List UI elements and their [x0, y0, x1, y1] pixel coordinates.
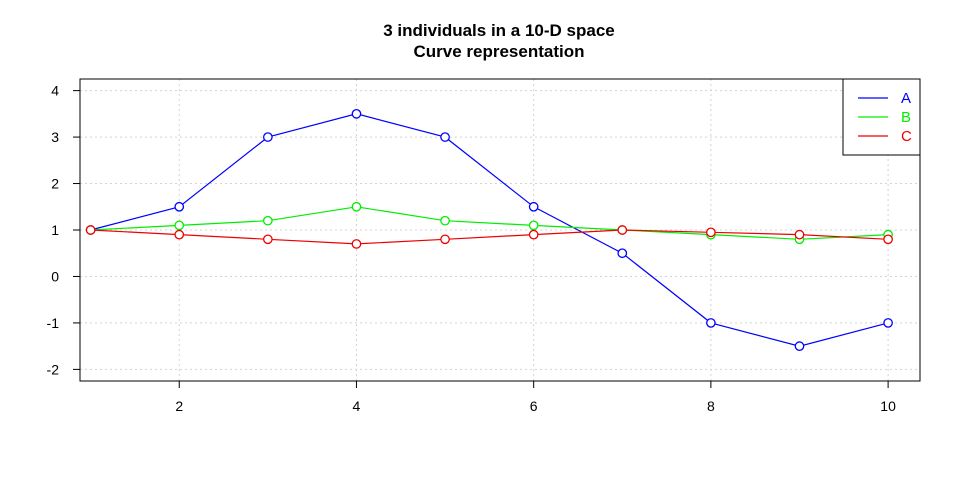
data-point-c: [883, 234, 893, 245]
data-point-a: [883, 318, 893, 328]
data-point-a: [174, 201, 185, 212]
chart-title: 3 individuals in a 10-D space: [383, 21, 614, 40]
chart-subtitle: Curve representation: [414, 42, 585, 61]
x-tick-label: 8: [707, 398, 715, 414]
series-line-c: [90, 229, 889, 245]
data-point-b: [174, 220, 185, 231]
legend-label-b: B: [901, 109, 911, 126]
x-tick-label: 6: [530, 398, 538, 414]
data-point-a: [706, 318, 716, 328]
data-point-b: [440, 215, 450, 226]
data-point-c: [351, 239, 362, 249]
data-point-c: [528, 229, 539, 240]
legend: ABC: [842, 78, 921, 156]
y-tick-label: 4: [51, 83, 59, 99]
legend-label-a: A: [901, 90, 911, 107]
data-point-a: [617, 248, 628, 259]
series-layer: [85, 108, 893, 352]
data-point-b: [262, 215, 273, 226]
y-tick-label: 1: [51, 222, 59, 238]
x-tick-label: 10: [880, 398, 896, 414]
axis-layer: 2 4 6 8 10 -2 -1 0 1 2 3 4: [47, 83, 897, 414]
x-tick-label: 2: [175, 398, 183, 414]
data-point-c: [617, 225, 628, 235]
series-line-a: [90, 113, 889, 347]
y-tick-label: -1: [47, 315, 60, 331]
data-point-c: [706, 227, 716, 238]
grid-layer: [80, 79, 920, 381]
data-point-a: [440, 132, 450, 142]
data-point-a: [262, 132, 273, 142]
data-point-c: [794, 229, 805, 240]
data-point-c: [174, 229, 185, 240]
y-tick-label: 2: [51, 176, 59, 192]
y-tick-label: 0: [51, 268, 59, 284]
legend-label-c: C: [901, 128, 912, 145]
data-point-a: [794, 341, 805, 352]
data-point-a: [351, 108, 362, 119]
data-point-c: [85, 225, 96, 235]
x-tick-label: 4: [353, 398, 361, 414]
data-point-c: [440, 234, 450, 245]
y-tick-label: 3: [51, 129, 59, 145]
y-tick-label: -2: [47, 361, 60, 377]
data-point-b: [351, 201, 362, 212]
data-point-a: [528, 201, 539, 212]
data-point-c: [262, 234, 273, 245]
series-line-b: [90, 206, 889, 240]
data-point-b: [528, 220, 539, 231]
